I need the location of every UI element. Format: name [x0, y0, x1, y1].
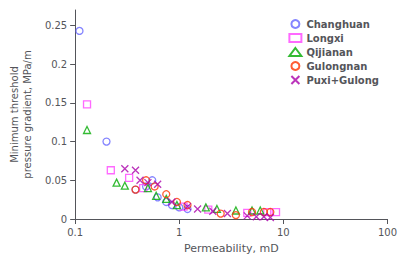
svg-text:Puxi+Gulong: Puxi+Gulong: [306, 75, 379, 86]
svg-text:1: 1: [176, 227, 182, 238]
svg-text:Permeability, mD: Permeability, mD: [184, 242, 279, 255]
svg-text:0.1: 0.1: [67, 227, 83, 238]
svg-text:0.1: 0.1: [51, 136, 67, 147]
svg-text:0.15: 0.15: [45, 97, 67, 108]
svg-text:Minimum threshold: Minimum threshold: [9, 66, 20, 163]
svg-text:Gulongnan: Gulongnan: [306, 61, 367, 72]
svg-text:0: 0: [61, 214, 67, 225]
svg-text:Changhuan: Changhuan: [306, 19, 370, 30]
svg-text:100: 100: [378, 227, 397, 238]
svg-text:Longxi: Longxi: [306, 33, 343, 44]
svg-text:0.2: 0.2: [51, 59, 67, 70]
svg-text:Qijianan: Qijianan: [306, 47, 353, 58]
svg-text:0.05: 0.05: [45, 175, 67, 186]
svg-text:pressure gradient, MPa/m: pressure gradient, MPa/m: [22, 50, 33, 178]
svg-text:0.25: 0.25: [45, 20, 67, 31]
svg-text:10: 10: [277, 227, 290, 238]
